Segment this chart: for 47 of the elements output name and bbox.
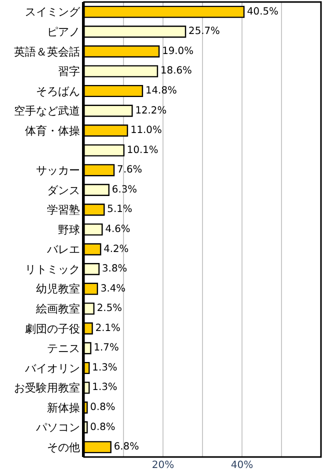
data-label: 12.2%	[135, 105, 167, 116]
data-label: 0.8%	[90, 402, 116, 414]
y-tick-label: そろばん	[36, 84, 80, 98]
data-label: 40.5%	[247, 6, 278, 18]
y-tick-label: 幼児教室	[36, 282, 80, 296]
data-label: 19.0%	[162, 46, 194, 57]
y-tick-label: ピアノ	[47, 26, 80, 39]
y-tick-label: 習字	[58, 65, 80, 78]
y-tick-label: 英語＆英会話	[14, 45, 80, 58]
y-tick-label: リトミック	[25, 262, 80, 276]
y-tick-label: バレエ	[46, 243, 80, 256]
data-label: 2.5%	[96, 303, 122, 314]
data-label: 5.1%	[107, 204, 132, 216]
data-label: 2.1%	[95, 322, 120, 334]
y-tick-label: 体育・体操	[25, 124, 80, 138]
x-tick-label: 40%	[230, 460, 254, 471]
y-tick-label: 学習塾	[47, 204, 80, 217]
data-label: 10.1%	[126, 144, 158, 156]
data-label: 25.7%	[188, 26, 220, 38]
data-label: 0.8%	[90, 422, 116, 433]
y-tick-label: 絵画教室	[35, 302, 80, 316]
data-label: 3.8%	[102, 264, 128, 275]
data-label: 6.8%	[114, 442, 139, 453]
data-label: 1.7%	[94, 342, 119, 354]
y-tick-label: 劇団の子役	[25, 322, 80, 336]
y-tick-label: パソコン	[35, 421, 80, 434]
y-tick-label: スイミング	[25, 6, 82, 19]
data-label: 14.8%	[145, 85, 177, 96]
y-tick-label: 空手など武道	[14, 104, 80, 118]
data-label: 4.2%	[104, 244, 129, 255]
y-tick-label: サッカー	[36, 164, 80, 177]
y-tick-label: バイオリン	[24, 362, 80, 375]
data-label: 3.4%	[100, 283, 126, 294]
data-label: 1.3%	[92, 382, 118, 394]
data-label: 6.3%	[112, 184, 138, 196]
data-label: 4.6%	[105, 224, 130, 235]
data-label: 1.3%	[92, 362, 118, 374]
data-label: 18.6%	[160, 66, 192, 77]
data-label: 7.6%	[117, 164, 142, 176]
y-tick-label: 野球	[58, 223, 80, 236]
y-tick-label: ダンス	[47, 184, 80, 197]
y-tick-label: お受験用教室	[14, 382, 80, 395]
y-tick-label: その他	[47, 440, 80, 454]
y-tick-label: テニス	[47, 342, 80, 356]
data-label: 11.0%	[130, 125, 162, 136]
x-tick-label: 20%	[152, 460, 174, 471]
y-tick-label: 新体操	[47, 401, 80, 414]
